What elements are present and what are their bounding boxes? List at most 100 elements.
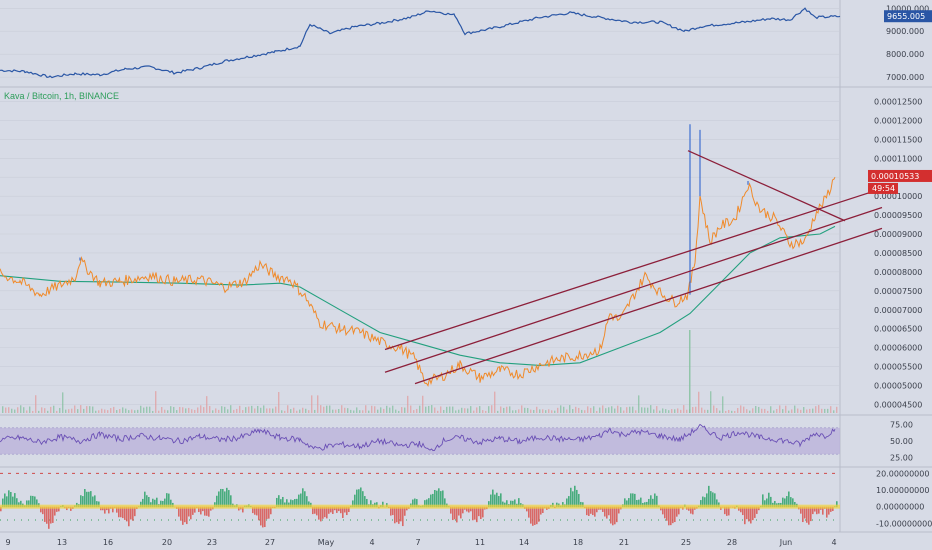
osc-bar [90, 491, 92, 508]
volume-bar [827, 408, 829, 413]
osc-bar [264, 506, 266, 528]
volume-bar [458, 409, 460, 413]
osc-bar [34, 496, 36, 508]
volume-bar [17, 407, 19, 413]
osc-bar [390, 506, 392, 516]
volume-bar [647, 407, 649, 413]
volume-bar [365, 405, 367, 413]
price-y-tick-label: 0.00012500 [874, 97, 922, 106]
volume-bar [623, 410, 625, 413]
volume-bar [203, 407, 205, 413]
volume-bar [446, 406, 448, 413]
price-current-label: 0.00010533 [871, 172, 919, 181]
volume-bar [383, 408, 385, 413]
osc-bar [592, 506, 594, 516]
osc-bar [112, 506, 114, 513]
volume-bar [143, 407, 145, 413]
osc-bar [528, 506, 530, 518]
osc-bar [294, 498, 296, 508]
volume-bar [617, 405, 619, 413]
volume-bar [218, 409, 220, 413]
volume-bar [107, 410, 109, 413]
osc-bar [400, 506, 402, 522]
osc-bar [134, 506, 136, 517]
volume-bar [320, 405, 322, 413]
volume-bar [698, 391, 700, 413]
osc-bar [366, 498, 368, 508]
price-y-tick-label: 0.00011500 [874, 135, 922, 144]
volume-bar [692, 407, 694, 413]
osc-bar [476, 506, 478, 523]
x-tick-label: 20 [162, 538, 172, 547]
volume-bar [497, 410, 499, 413]
volume-bar [791, 409, 793, 413]
osc-bar [412, 499, 414, 508]
osc-bar [624, 498, 626, 508]
osc-bar [220, 488, 222, 508]
volume-bar [443, 409, 445, 413]
volume-bar [494, 391, 496, 413]
volume-bar [542, 409, 544, 413]
osc-bar [822, 506, 824, 515]
volume-bar [512, 410, 514, 413]
volume-bar [668, 410, 670, 413]
osc-bar [664, 506, 666, 519]
osc-bar [628, 498, 630, 508]
btc-y-tick-label: 9000.000 [886, 27, 924, 36]
osc-bar [330, 506, 332, 513]
volume-bar [653, 409, 655, 413]
volume-bar [53, 405, 55, 413]
osc-bar [640, 497, 642, 508]
volume-bar [386, 405, 388, 413]
osc-bar [788, 491, 790, 508]
volume-bar [770, 406, 772, 413]
osc-bar [818, 506, 820, 514]
osc-bar [608, 506, 610, 516]
volume-bar [356, 407, 358, 413]
rsi-y-tick-label: 75.00 [890, 421, 913, 430]
osc-y-tick-label: 20.00000000 [876, 469, 929, 478]
osc-bar [832, 506, 834, 512]
osc-bar [92, 496, 94, 508]
osc-bar [356, 489, 358, 508]
volume-bar [479, 406, 481, 413]
osc-bar [578, 493, 580, 508]
osc-bar [320, 506, 322, 522]
countdown-badge [868, 182, 898, 194]
osc-bar [360, 487, 362, 508]
volume-bar [233, 409, 235, 413]
osc-bar [308, 501, 310, 508]
volume-bar [641, 407, 643, 413]
osc-bar [752, 506, 754, 521]
volume-bar [746, 409, 748, 413]
osc-bar [626, 500, 628, 508]
osc-bar [794, 501, 796, 508]
osc-bar [452, 506, 454, 521]
osc-bar [542, 506, 544, 513]
volume-bar [716, 408, 718, 413]
volume-bar [515, 410, 517, 413]
osc-bar [668, 506, 670, 526]
osc-bar [398, 506, 400, 524]
volume-bar [110, 408, 112, 413]
osc-bar [674, 506, 676, 523]
osc-bar [228, 490, 230, 508]
volume-bar [659, 410, 661, 413]
volume-bar [473, 410, 475, 413]
volume-bar [452, 406, 454, 413]
osc-bar [656, 495, 658, 508]
osc-bar [218, 491, 220, 508]
volume-bar [635, 410, 637, 413]
volume-bar [83, 408, 85, 413]
volume-bar [407, 395, 409, 413]
price-y-tick-label: 0.00012000 [874, 116, 922, 125]
osc-bar [716, 499, 718, 508]
osc-bar [290, 499, 292, 508]
volume-bar [689, 330, 691, 413]
osc-bar [348, 506, 350, 513]
osc-bar [726, 506, 728, 516]
osc-bar [6, 496, 8, 508]
osc-bar [46, 506, 48, 524]
osc-bar [254, 506, 256, 515]
osc-bar [638, 499, 640, 508]
